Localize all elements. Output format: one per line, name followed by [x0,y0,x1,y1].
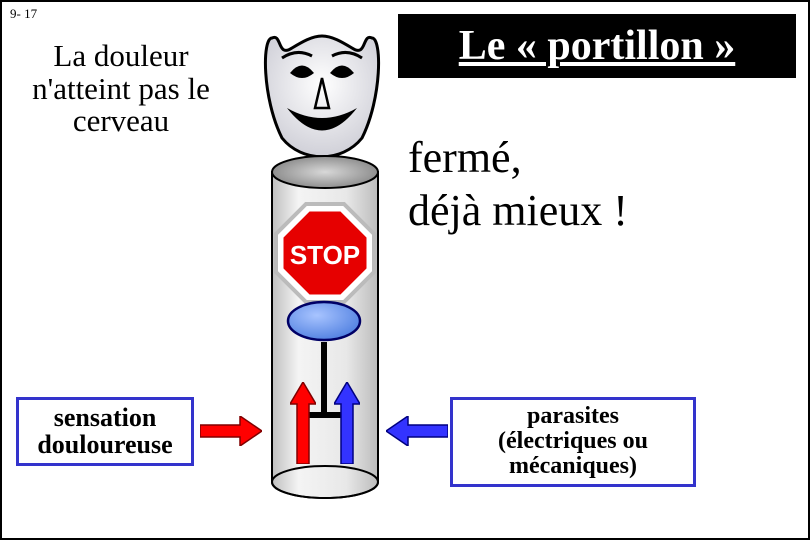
right-text-line2: déjà mieux ! [408,185,788,238]
box-left-line2: douloureuse [21,431,189,458]
box-right-line1: parasites [455,404,691,429]
right-text: fermé, déjà mieux ! [408,132,788,238]
box-sensation: sensation douloureuse [16,397,194,466]
arrow-red-up-icon [290,382,316,464]
arrow-red-right-icon [200,416,262,446]
right-text-line1: fermé, [408,132,788,185]
box-right-line3: mécaniques) [455,454,691,479]
title-bar: Le « portillon » [398,14,796,78]
arrow-blue-left-icon [386,416,448,446]
stop-sign-icon: STOP [270,198,380,308]
box-left-line1: sensation [21,404,189,431]
smile-mask-icon [252,28,392,158]
left-heading: La douleur n'atteint pas le cerveau [16,40,226,138]
page-number: 9- 17 [10,6,37,22]
box-right-line2: (électriques ou [455,429,691,454]
gate-ellipse-icon [286,300,362,342]
stem-vertical [321,342,327,418]
stop-label: STOP [290,240,360,270]
box-parasites: parasites (électriques ou mécaniques) [450,397,696,487]
arrow-blue-up-icon [334,382,360,464]
